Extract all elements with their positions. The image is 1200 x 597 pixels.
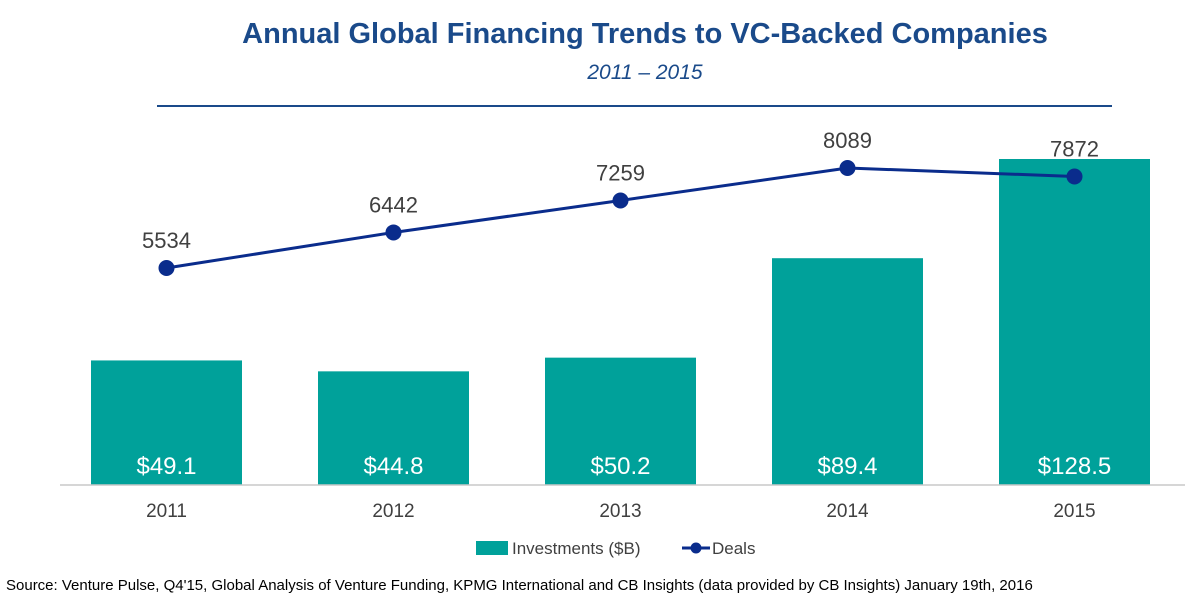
x-tick-label-2015: 2015 [1053,501,1095,522]
bar-value-label-2011: $49.1 [136,453,196,480]
deals-value-label-2013: 7259 [596,160,645,185]
deals-point-2012 [385,224,402,241]
bar-value-label-2012: $44.8 [363,453,423,480]
legend-swatch-deals-marker [690,542,702,554]
chart-subtitle: 2011 – 2015 [586,61,703,84]
bar-value-label-2014: $89.4 [817,453,877,480]
deals-point-2014 [839,160,856,176]
deals-value-label-2014: 8089 [823,128,872,153]
legend-label-deals: Deals [712,539,755,558]
x-tick-label-2014: 2014 [826,501,869,522]
x-tick-label-2012: 2012 [372,501,414,522]
bar-2013 [545,357,696,485]
x-axis-ticks: 2011 2012 2013 2014 2015 [146,501,1096,522]
legend-swatch-investments [476,541,508,555]
legend: Investments ($B) Deals [476,539,755,558]
deals-value-label-2012: 6442 [369,192,418,217]
deals-point-2013 [612,192,629,209]
bars-group: $49.1 $44.8 $50.2 $89.4 $128.5 [91,159,1150,485]
legend-label-investments: Investments ($B) [512,539,641,558]
deals-value-label-2015: 7872 [1050,136,1099,161]
deals-line-group: 5534 6442 7259 8089 7872 [142,128,1099,276]
bar-2012 [318,371,469,485]
deals-point-2011 [158,260,175,276]
source-note: Source: Venture Pulse, Q4'15, Global Ana… [6,577,1033,594]
bar-value-label-2015: $128.5 [1038,453,1111,480]
chart-title: Annual Global Financing Trends to VC-Bac… [242,18,1048,50]
x-tick-label-2013: 2013 [599,501,641,522]
deals-value-label-2011: 5534 [142,228,191,253]
deals-point-2015 [1066,168,1083,185]
bar-2015 [999,159,1150,485]
bar-2011 [91,360,242,485]
bar-value-label-2013: $50.2 [590,453,650,480]
bar-2014 [772,258,923,485]
x-tick-label-2011: 2011 [146,501,187,522]
